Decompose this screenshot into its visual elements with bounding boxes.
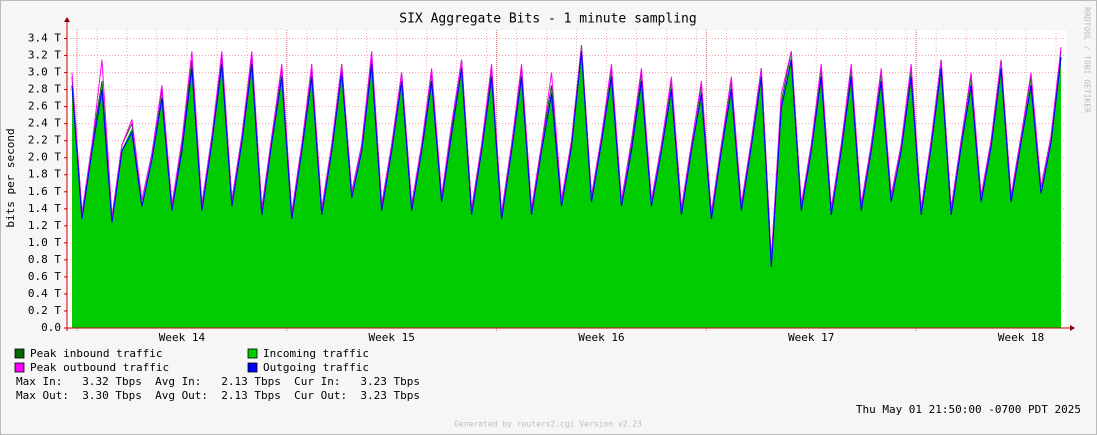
y-tick-label: 3.2 T [28,49,61,62]
y-tick-label: 0.4 T [28,287,61,300]
axis-arrow [64,17,70,22]
legend-label: Outgoing traffic [263,361,369,374]
y-tick-label: 2.6 T [28,100,61,113]
y-tick-label: 1.4 T [28,202,61,215]
x-tick-label: Week 14 [159,331,206,344]
y-tick-label: 1.8 T [28,168,61,181]
y-axis-label: bits per second [4,128,17,227]
x-tick-label: Week 16 [578,331,624,344]
x-tick-label: Week 15 [368,331,414,344]
y-tick-label: 3.0 T [28,66,61,79]
y-tick-label: 0.2 T [28,304,61,317]
y-tick-label: 0.8 T [28,253,61,266]
legend-swatch [247,348,258,359]
y-tick-label: 2.0 T [28,151,61,164]
plot-layer [66,30,1066,331]
legend-swatch [14,362,25,373]
y-tick-label: 0.6 T [28,270,61,283]
legend-swatch [247,362,258,373]
series-line [71,51,1062,267]
series-line [71,46,1062,260]
legend-label: Peak inbound traffic [30,347,162,360]
axis-arrow [1070,325,1075,331]
legend-label: Incoming traffic [263,347,369,360]
timestamp: Thu May 01 21:50:00 -0700 PDT 2025 [856,403,1081,416]
x-tick-label: Week 18 [998,331,1044,344]
watermark: RRDTOOL / TOBI OETIKER [1083,7,1092,113]
y-tick-label: 0.0 [41,321,61,334]
chart-title: SIX Aggregate Bits - 1 minute sampling [399,12,696,27]
x-tick-label: Week 17 [788,331,834,344]
y-tick-label: 2.2 T [28,134,61,147]
y-tick-label: 2.4 T [28,117,61,130]
y-tick-label: 3.4 T [28,32,61,45]
credit: Generated by routers2.cgi Version v2.23 [454,420,642,429]
stats-line: Max Out: 3.30 Tbps Avg Out: 2.13 Tbps Cu… [16,389,420,402]
y-tick-label: 1.6 T [28,185,61,198]
y-tick-label: 1.2 T [28,219,61,232]
legend-swatch [14,348,25,359]
y-tick-label: 2.8 T [28,83,61,96]
y-tick-label: 1.0 T [28,236,61,249]
legend-label: Peak outbound traffic [30,361,169,374]
stats-line: Max In: 3.32 Tbps Avg In: 2.13 Tbps Cur … [16,375,420,388]
incoming-area [71,47,1062,329]
